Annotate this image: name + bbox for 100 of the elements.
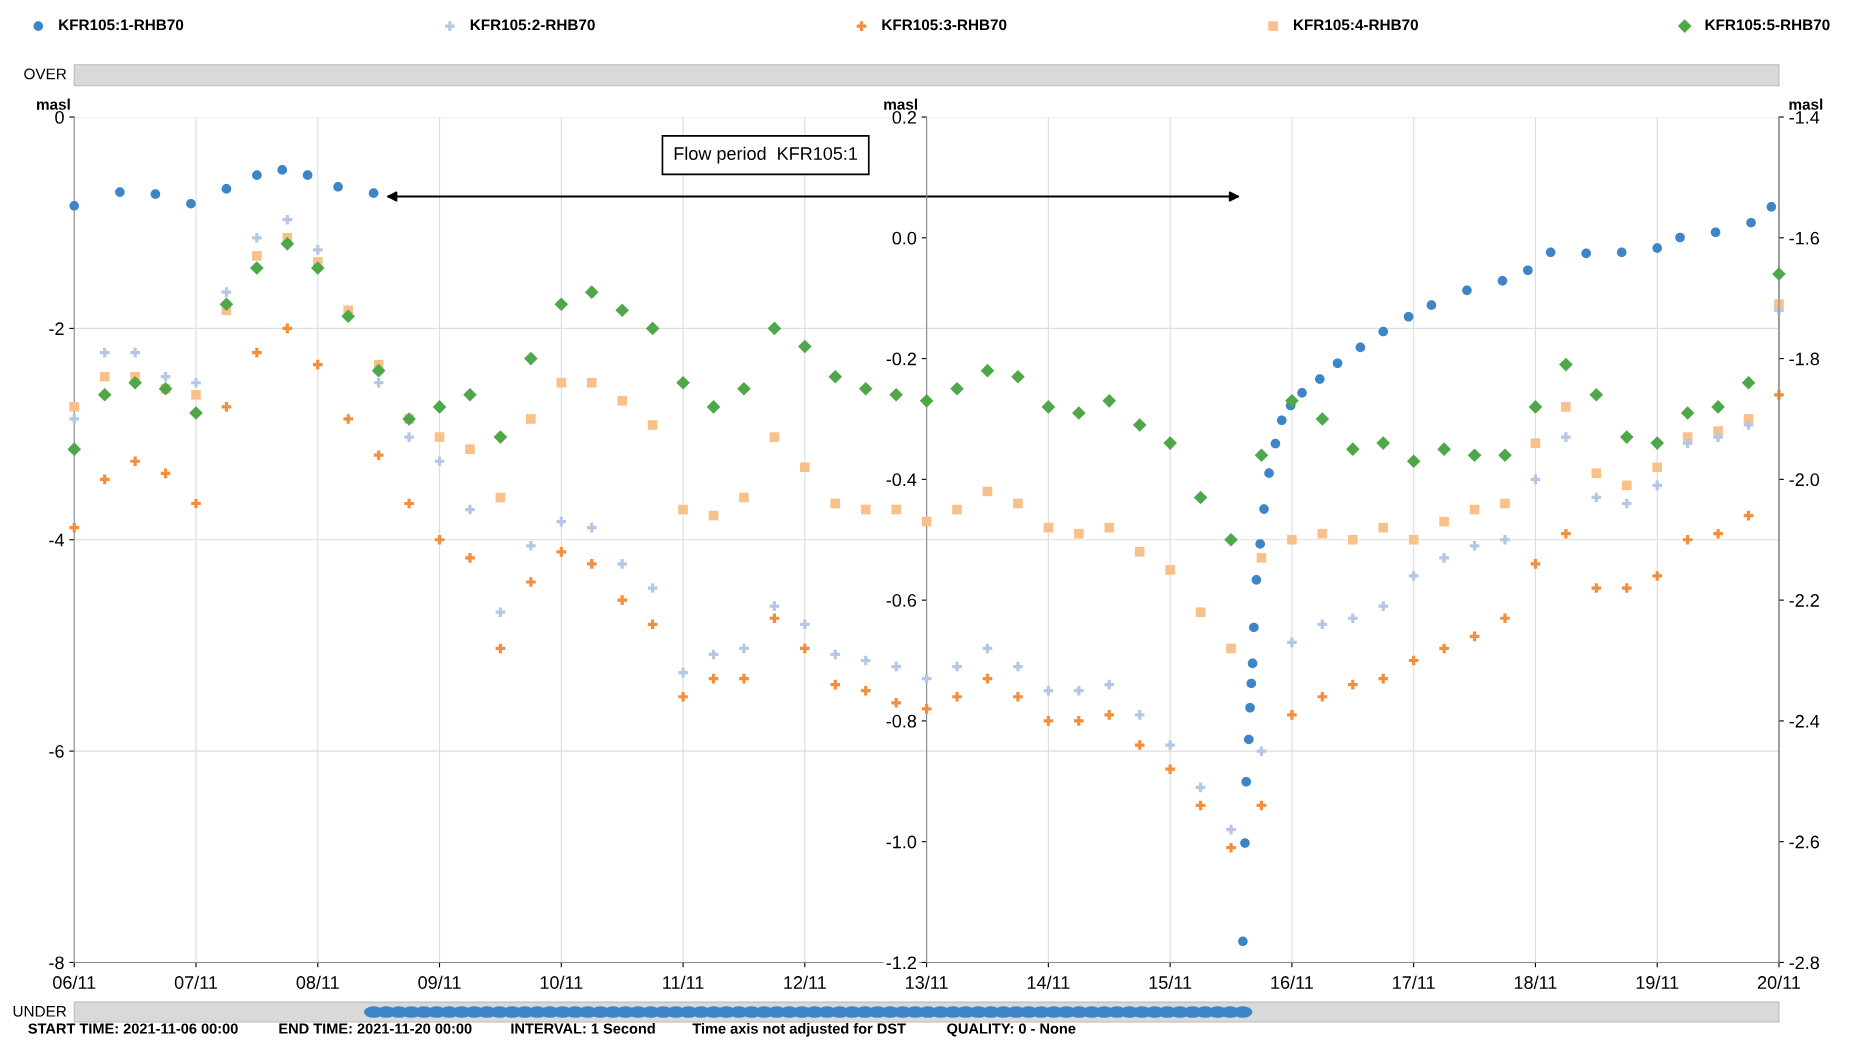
point bbox=[97, 388, 112, 402]
point bbox=[1317, 691, 1328, 702]
point bbox=[1256, 746, 1267, 756]
point bbox=[1497, 276, 1508, 286]
point bbox=[343, 414, 354, 424]
point bbox=[586, 377, 597, 388]
point bbox=[1043, 685, 1054, 696]
point bbox=[584, 285, 599, 299]
point bbox=[1652, 571, 1663, 581]
point bbox=[1256, 553, 1267, 563]
x-tick-label: 16/11 bbox=[1271, 975, 1313, 989]
point bbox=[828, 369, 843, 384]
point bbox=[1439, 516, 1449, 527]
point bbox=[1500, 613, 1510, 624]
y-tick-label: -2 bbox=[49, 322, 64, 335]
point bbox=[1652, 480, 1663, 491]
point bbox=[1315, 412, 1330, 426]
point bbox=[1013, 691, 1023, 702]
point bbox=[1072, 406, 1086, 420]
point bbox=[1741, 375, 1756, 390]
point bbox=[1772, 267, 1786, 281]
x-tick-label: 20/11 bbox=[1757, 975, 1801, 989]
x-tick-label: 08/11 bbox=[296, 975, 339, 989]
legend-label: KFR105:3-RHB70 bbox=[882, 19, 1007, 31]
point bbox=[1226, 824, 1236, 835]
point bbox=[1165, 740, 1175, 750]
x-tick-label: 19/11 bbox=[1636, 975, 1679, 989]
point bbox=[1238, 936, 1248, 947]
point bbox=[1378, 326, 1389, 337]
annotation: Flow period KFR105:1 bbox=[674, 146, 858, 164]
point bbox=[1287, 710, 1297, 720]
point bbox=[280, 237, 295, 251]
point bbox=[891, 504, 901, 515]
point bbox=[1347, 679, 1358, 690]
x-tick-label: 11/11 bbox=[663, 975, 704, 989]
y3-tick-label: -2.2 bbox=[1789, 594, 1819, 607]
point bbox=[1462, 285, 1472, 296]
point bbox=[1163, 436, 1177, 450]
point bbox=[1561, 528, 1571, 539]
text: QUALITY: 0 - None bbox=[947, 1023, 1076, 1037]
point bbox=[1317, 619, 1328, 630]
point bbox=[160, 371, 171, 382]
point bbox=[1247, 658, 1258, 669]
point bbox=[1680, 406, 1695, 420]
point bbox=[800, 643, 810, 654]
point bbox=[1102, 394, 1117, 408]
point bbox=[647, 583, 658, 593]
y-tick-label: -4 bbox=[49, 533, 64, 547]
point bbox=[1259, 504, 1269, 514]
point bbox=[493, 430, 508, 444]
point bbox=[800, 462, 810, 473]
point bbox=[1013, 661, 1023, 672]
text: OVER bbox=[24, 68, 67, 80]
point bbox=[1616, 247, 1627, 258]
point bbox=[434, 534, 445, 545]
point bbox=[1437, 442, 1451, 456]
point bbox=[1545, 247, 1556, 258]
point bbox=[889, 388, 903, 402]
x-tick-label: 17/11 bbox=[1393, 975, 1435, 989]
point bbox=[191, 390, 201, 400]
point bbox=[1104, 679, 1115, 690]
point bbox=[302, 170, 313, 180]
point bbox=[1226, 842, 1236, 853]
point bbox=[463, 388, 477, 402]
point bbox=[860, 685, 871, 696]
point bbox=[1500, 534, 1510, 545]
point bbox=[1249, 622, 1259, 633]
point bbox=[1376, 436, 1391, 450]
point bbox=[1589, 388, 1604, 402]
point bbox=[798, 339, 812, 354]
point bbox=[341, 309, 356, 324]
point bbox=[1713, 432, 1723, 442]
text: START TIME: 2021-11-06 00:00 bbox=[28, 1023, 238, 1034]
y-tick-label: -6 bbox=[49, 745, 64, 758]
point bbox=[1347, 613, 1358, 624]
point bbox=[312, 245, 323, 255]
point bbox=[252, 170, 262, 180]
point bbox=[860, 504, 871, 515]
point bbox=[1408, 534, 1419, 545]
point bbox=[99, 371, 110, 382]
point bbox=[1523, 265, 1533, 276]
point bbox=[830, 498, 841, 509]
point bbox=[1426, 300, 1437, 310]
text: UNDER bbox=[13, 1006, 67, 1017]
point bbox=[465, 553, 475, 563]
point bbox=[1317, 528, 1328, 539]
point bbox=[1276, 415, 1287, 426]
point bbox=[252, 251, 262, 261]
point bbox=[554, 297, 569, 312]
point bbox=[495, 607, 506, 618]
point bbox=[221, 402, 232, 412]
point bbox=[1467, 448, 1482, 463]
point bbox=[1766, 202, 1777, 212]
point bbox=[1104, 710, 1115, 720]
point bbox=[739, 673, 749, 684]
point bbox=[615, 303, 629, 318]
point bbox=[1254, 448, 1269, 463]
point bbox=[1165, 565, 1175, 575]
point bbox=[1561, 432, 1571, 442]
point bbox=[150, 189, 161, 199]
